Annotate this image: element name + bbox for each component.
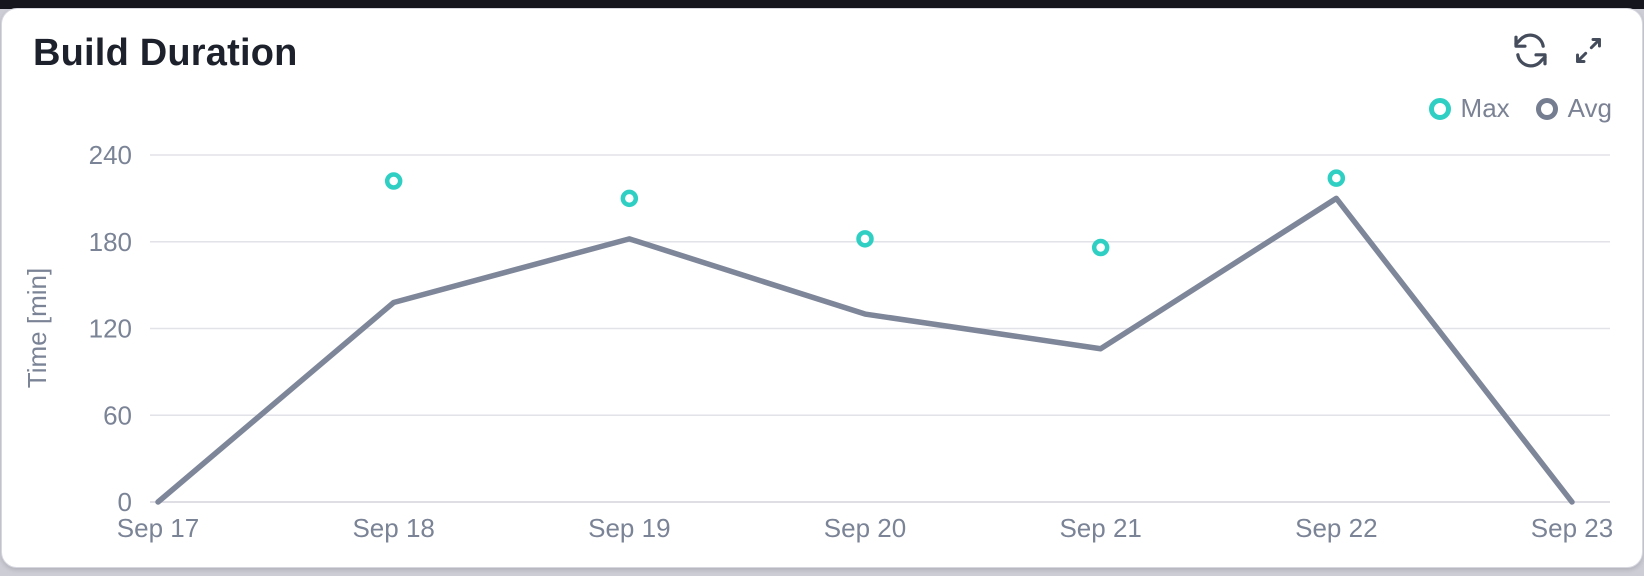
max-point-sep-22[interactable] — [1327, 169, 1346, 187]
legend-label: Max — [1460, 93, 1510, 123]
refresh-button[interactable] — [1512, 32, 1549, 69]
series-line-avg[interactable] — [155, 195, 1575, 505]
y-tick-label: 180 — [89, 227, 132, 257]
y-tick-label: 0 — [118, 487, 132, 517]
gridlines — [150, 154, 1610, 503]
card-toolbar — [1512, 32, 1604, 69]
expand-icon — [1576, 38, 1601, 63]
refresh-icon — [1514, 33, 1547, 68]
card-title: Build Duration — [33, 32, 298, 74]
x-axis-labels: Sep 17 Sep 18 Sep 19 Sep 20 Sep 21 Sep 22 Sep … — [117, 513, 1613, 543]
build-duration-card — [1, 8, 1643, 568]
y-tick-label: 240 — [89, 140, 132, 170]
legend-item-avg[interactable]: Avg — [1535, 93, 1612, 124]
legend-label: Avg — [1567, 93, 1612, 123]
legend-item-max[interactable]: Max — [1428, 93, 1510, 124]
expand-button[interactable] — [1573, 35, 1604, 66]
x-tick-label: Sep 17 — [117, 513, 199, 543]
y-axis-title: Time [min] — [22, 268, 52, 388]
y-tick-label: 60 — [103, 400, 132, 430]
x-tick-label: Sep 20 — [824, 513, 906, 543]
series-points-max — [384, 169, 1346, 257]
max-point-sep-19[interactable] — [620, 189, 639, 208]
x-tick-label: Sep 21 — [1059, 513, 1141, 543]
max-point-sep-21[interactable] — [1091, 238, 1110, 257]
y-axis-labels: 0 60 120 180 240 — [89, 140, 132, 517]
max-point-sep-20[interactable] — [856, 230, 874, 248]
x-tick-label: Sep 23 — [1531, 513, 1613, 543]
legend-ring-max — [1428, 97, 1451, 120]
x-tick-label: Sep 19 — [588, 513, 670, 543]
x-tick-label: Sep 18 — [352, 513, 434, 543]
chart-legend: Max Avg — [1428, 93, 1612, 124]
legend-ring-avg — [1535, 97, 1558, 120]
max-point-sep-18[interactable] — [384, 172, 403, 190]
x-tick-label: Sep 22 — [1295, 513, 1377, 543]
y-tick-label: 120 — [89, 314, 132, 344]
